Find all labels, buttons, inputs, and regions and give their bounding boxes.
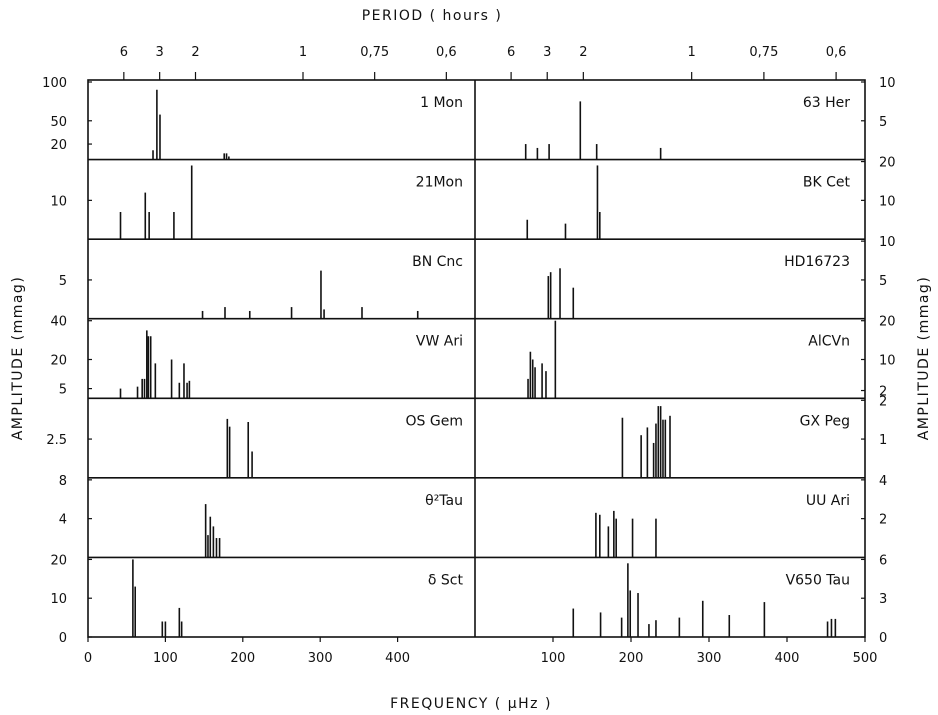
y-tick-label: 2 <box>879 385 887 400</box>
star-name-label: V650 Tau <box>786 572 850 588</box>
left-panel-5: θ²Tau 8 4 <box>59 474 463 558</box>
outer-frame <box>87 79 866 638</box>
star-name-label: 1 Mon <box>420 95 463 111</box>
y-tick-label: 6 <box>879 553 887 568</box>
y-tick-label: 5 <box>879 115 887 130</box>
x-tick-label: 200 <box>230 651 255 666</box>
y-tick-label: 3 <box>879 592 887 607</box>
y-tick-label: 2 <box>879 394 887 409</box>
y-tick-label: 20 <box>50 553 67 568</box>
plot-frame <box>87 79 866 638</box>
star-name-label: 21Mon <box>416 175 463 191</box>
period-tick-label: 2 <box>579 45 587 60</box>
period-tick-label: 6 <box>120 45 128 60</box>
period-tick-label: 1 <box>688 45 696 60</box>
star-name-label: GX Peg <box>800 413 850 429</box>
y-tick-label: 0 <box>59 631 67 646</box>
y-tick-label: 2 <box>879 513 887 528</box>
y-tick-label: 10 <box>50 194 67 209</box>
y-tick-label: 5 <box>59 274 67 289</box>
left-panel-6: δ Sct 20 10 0 <box>50 553 463 646</box>
x-tick-label: 400 <box>385 651 410 666</box>
y-tick-label: 4 <box>59 513 67 528</box>
period-tick-label: 0,75 <box>749 45 778 60</box>
right-panel-4: GX Peg 2 1 <box>621 394 887 478</box>
star-name-label: θ²Tau <box>425 493 463 509</box>
period-tick-label: 1 <box>299 45 307 60</box>
y-tick-label: 5 <box>59 383 67 398</box>
x-tick-label: 300 <box>697 651 722 666</box>
left-panel-3: VW Ari 40 20 5 <box>50 315 463 399</box>
period-tick-label: 2 <box>191 45 199 60</box>
x-tick-label: 0 <box>84 651 92 666</box>
right-panel-5: UU Ari 4 2 <box>595 474 887 558</box>
y-tick-label: 50 <box>50 115 67 130</box>
x-tick-label: 500 <box>853 651 878 666</box>
right-panel-1: BK Cet 20 10 <box>526 156 896 240</box>
period-tick-label: 0,75 <box>360 45 389 60</box>
y-tick-label: 1 <box>879 433 887 448</box>
period-tick-label: 3 <box>543 45 551 60</box>
left-panel-1: 21Mon 10 <box>50 165 463 240</box>
star-name-label: 63 Her <box>803 95 850 111</box>
x-axis-title: FREQUENCY ( µHz ) <box>390 696 552 712</box>
period-tick-label: 0,6 <box>826 45 847 60</box>
y-tick-label: 20 <box>879 156 896 171</box>
y-tick-label: 10 <box>879 354 896 369</box>
star-name-label: BN Cnc <box>412 254 463 270</box>
star-name-label: VW Ari <box>416 334 463 350</box>
y-tick-label: 10 <box>879 235 896 250</box>
y-tick-label: 2.5 <box>46 433 67 448</box>
star-name-label: OS Gem <box>406 413 463 429</box>
star-name-label: UU Ari <box>806 493 850 509</box>
top-axis-title: PERIOD ( hours ) <box>362 8 503 24</box>
left-panel-4: OS Gem 2.5 <box>46 413 463 478</box>
right-panel-0: 63 Her 10 5 <box>524 76 896 160</box>
left-y-axis-title: AMPLITUDE (mmag) <box>10 276 26 441</box>
y-tick-label: 100 <box>42 76 67 91</box>
y-tick-label: 20 <box>50 138 67 153</box>
period-tick-label: 6 <box>507 45 515 60</box>
y-tick-label: 10 <box>879 76 896 91</box>
right-panel-6: V650 Tau 6 3 0 <box>572 553 887 646</box>
x-tick-label: 100 <box>153 651 178 666</box>
y-tick-label: 40 <box>50 315 67 330</box>
y-tick-label: 5 <box>879 274 887 289</box>
y-tick-label: 10 <box>879 194 896 209</box>
left-panel-0: 1 Mon 100 50 20 <box>42 76 463 160</box>
period-tick-label: 0,6 <box>436 45 457 60</box>
x-tick-label: 400 <box>775 651 800 666</box>
star-name-label: BK Cet <box>803 175 851 191</box>
y-tick-label: 20 <box>879 315 896 330</box>
y-tick-label: 20 <box>50 354 67 369</box>
left-panel-2: BN Cnc 5 <box>59 254 463 319</box>
y-tick-label: 10 <box>50 592 67 607</box>
star-name-label: AlCVn <box>808 334 850 350</box>
y-tick-label: 0 <box>879 631 887 646</box>
y-tick-label: 8 <box>59 474 67 489</box>
x-tick-label: 300 <box>308 651 333 666</box>
axis-ticks: 0 100 200 300 400 100 200 300 400 500 6 3 2 1 0,75 0,6 6… <box>84 45 878 666</box>
y-tick-label: 4 <box>879 474 887 489</box>
star-name-label: HD16723 <box>784 254 850 270</box>
right-y-axis-title: AMPLITUDE (mmag) <box>916 276 932 441</box>
period-tick-label: 3 <box>156 45 164 60</box>
right-panel-3: AlCVn 20 10 2 <box>527 315 896 400</box>
x-tick-label: 100 <box>541 651 566 666</box>
star-name-label: δ Sct <box>428 572 464 588</box>
x-tick-label: 200 <box>619 651 644 666</box>
right-panel-2: HD16723 10 5 <box>547 235 896 319</box>
